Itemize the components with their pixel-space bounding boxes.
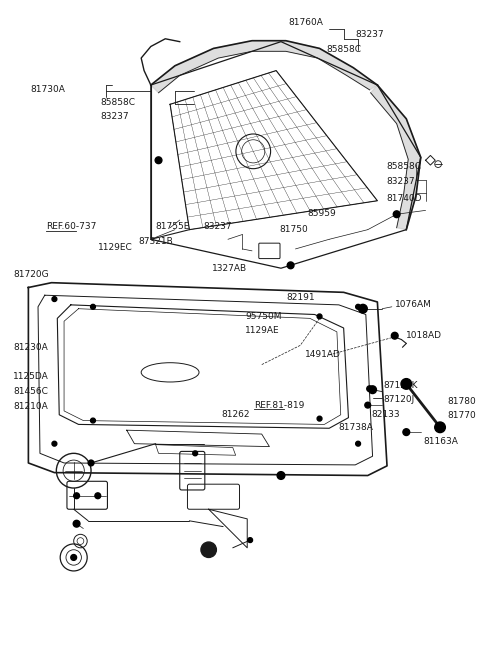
Circle shape [248,538,252,543]
Text: 81750: 81750 [279,225,308,234]
Circle shape [401,379,412,389]
Text: 1125DA: 1125DA [13,372,48,380]
Circle shape [71,554,77,560]
Text: 85858C: 85858C [326,45,361,54]
Text: 83237: 83237 [386,177,415,186]
Circle shape [365,402,371,408]
Text: 83237: 83237 [204,222,232,232]
Text: 82133: 82133 [372,410,400,419]
Text: 83237: 83237 [355,30,384,39]
Text: 87321B: 87321B [138,237,173,246]
Text: REF.81-819: REF.81-819 [254,401,304,409]
Circle shape [356,441,360,446]
Circle shape [317,314,322,319]
Text: 81755E: 81755E [156,222,190,232]
Text: 82191: 82191 [287,293,315,302]
Circle shape [155,157,162,163]
Text: 87120J: 87120J [383,395,414,404]
Circle shape [356,304,360,309]
Text: 81738A: 81738A [339,423,374,432]
Text: 81780: 81780 [448,397,477,406]
Text: 87120K: 87120K [383,381,418,390]
Text: 81163A: 81163A [424,438,458,446]
Text: 81720G: 81720G [13,270,48,279]
Text: 1327AB: 1327AB [212,264,247,273]
Circle shape [403,429,410,436]
Text: REF.60-737: REF.60-737 [46,222,96,232]
Circle shape [193,451,198,456]
Text: 85858C: 85858C [386,163,421,171]
Circle shape [393,211,400,218]
Text: 1076AM: 1076AM [395,300,432,310]
Text: 85858C: 85858C [101,98,136,107]
Text: 81230A: 81230A [13,343,48,352]
Circle shape [91,304,96,309]
Circle shape [287,262,294,269]
Text: 81456C: 81456C [13,387,48,396]
Circle shape [52,441,57,446]
Circle shape [52,297,57,302]
Circle shape [201,542,216,558]
Circle shape [91,418,96,423]
Text: 81730A: 81730A [30,85,65,94]
Text: 81740D: 81740D [386,194,421,203]
Circle shape [95,493,101,499]
Text: 85959: 85959 [307,209,336,218]
Circle shape [367,386,372,392]
Text: 1491AD: 1491AD [305,350,341,359]
Circle shape [277,472,285,480]
Text: 81760A: 81760A [288,18,324,27]
Text: 81262: 81262 [221,410,250,419]
Circle shape [74,493,80,499]
Text: 1129EC: 1129EC [98,243,132,251]
Circle shape [359,304,367,313]
Text: 1129AE: 1129AE [245,327,280,335]
Circle shape [391,333,398,339]
Text: 1018AD: 1018AD [406,331,442,340]
Circle shape [73,520,80,527]
Text: 83237: 83237 [101,112,129,121]
Circle shape [88,460,94,466]
Circle shape [435,422,445,432]
Circle shape [369,386,376,394]
Text: 81770: 81770 [448,411,477,420]
Text: 95750M: 95750M [245,312,282,321]
Polygon shape [151,41,377,92]
Polygon shape [371,85,421,230]
Text: 81210A: 81210A [13,401,48,411]
Circle shape [317,416,322,421]
